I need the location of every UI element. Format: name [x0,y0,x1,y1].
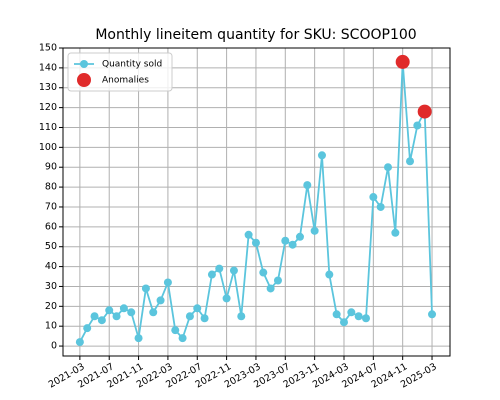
legend-marker [80,60,88,68]
data-point [273,276,282,285]
data-point [105,306,114,315]
data-point [207,270,216,279]
data-point [347,308,356,317]
data-point [193,304,202,313]
data-point [83,324,92,333]
data-point [406,157,415,166]
data-point [163,278,172,287]
data-point [391,228,400,237]
data-point [171,326,180,335]
y-tick-label: 10 [45,321,57,332]
y-tick-label: 70 [45,201,57,212]
data-point [90,312,99,321]
data-point [354,312,363,321]
data-point [384,163,393,172]
data-point [361,314,370,323]
data-point [229,266,238,275]
data-point [259,268,268,277]
data-point [428,310,437,319]
data-point [288,240,297,249]
data-point [237,312,246,321]
data-point [149,308,158,317]
y-tick-label: 90 [45,162,57,173]
data-point [134,334,143,343]
data-point [303,181,312,190]
data-point [200,314,209,323]
y-tick-label: 20 [45,301,57,312]
data-point [97,316,106,325]
data-point [178,334,187,343]
y-tick-label: 60 [45,221,57,232]
data-point [317,151,326,160]
data-point [339,318,348,327]
chart-title: Monthly lineitem quantity for SKU: SCOOP… [95,27,416,43]
legend-label: Anomalies [102,76,149,86]
data-point [156,296,165,305]
data-point [325,270,334,279]
anomaly-point [417,104,432,119]
data-point [141,284,150,293]
legend-label: Quantity sold [102,60,162,70]
y-tick-label: 120 [39,102,57,113]
data-point [119,304,128,313]
data-point [112,312,121,321]
data-point [75,338,84,347]
y-tick-label: 80 [45,182,57,193]
y-tick-label: 30 [45,281,57,292]
data-point [185,312,194,321]
y-tick-label: 140 [39,62,57,73]
data-point [127,308,136,317]
data-point [222,294,231,303]
data-point [251,238,260,247]
data-point [295,232,304,241]
y-tick-label: 0 [51,341,57,352]
y-tick-label: 50 [45,241,57,252]
data-point [244,230,253,239]
data-point [376,202,385,211]
data-point [369,193,378,202]
y-tick-label: 150 [39,43,57,54]
y-tick-label: 110 [39,122,57,133]
data-point [215,264,224,273]
y-tick-label: 130 [39,82,57,93]
anomaly-point [395,54,410,69]
data-point [332,310,341,319]
data-point [266,284,275,293]
legend-box [67,52,173,92]
y-tick-label: 100 [39,142,57,153]
data-point [281,236,290,245]
data-point [310,226,319,235]
plot-frame [62,47,451,357]
legend-marker [77,73,91,87]
y-tick-label: 40 [45,261,57,272]
data-point [413,121,422,130]
